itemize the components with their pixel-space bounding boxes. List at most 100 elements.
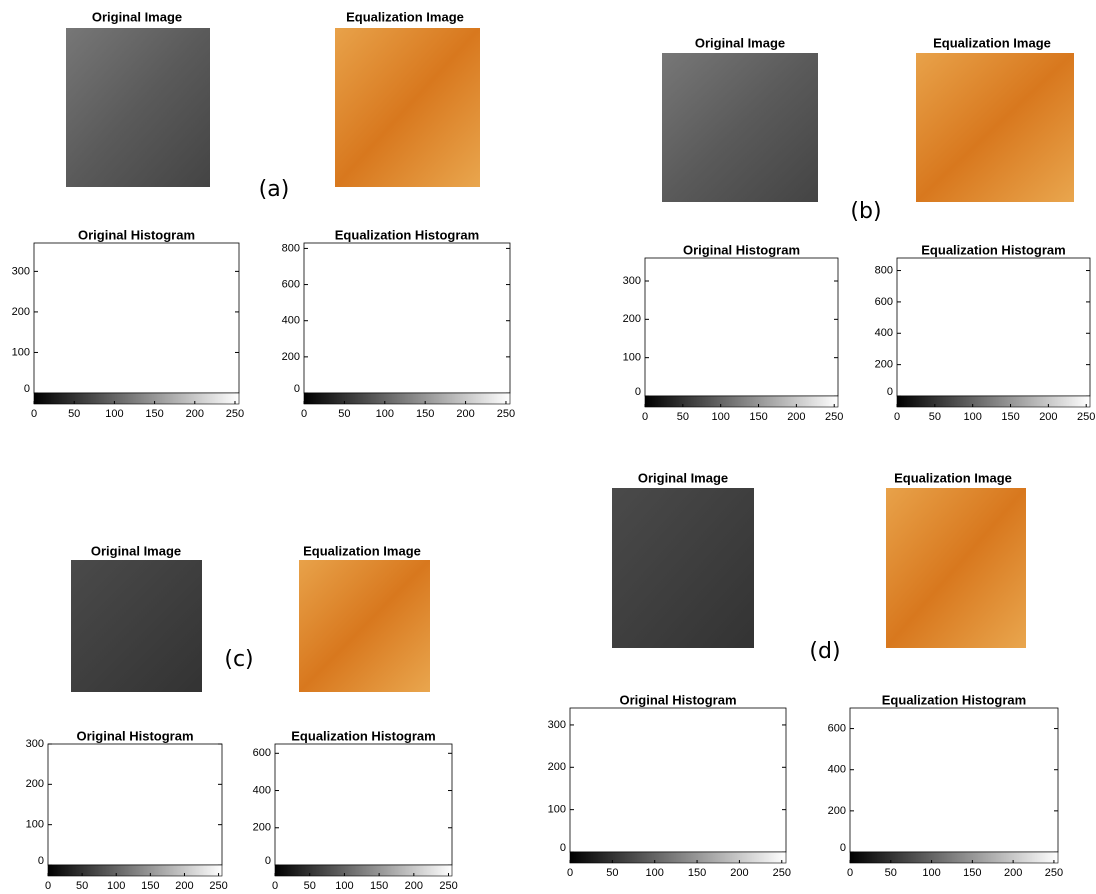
x-tick-label: 200 [175,880,193,889]
image-title: Original Image [638,470,728,485]
plot-frame [570,708,786,852]
equalized-image [335,28,480,187]
x-tick-label: 250 [209,880,227,889]
colorbar [897,396,1090,407]
y-tick-label: 600 [828,722,846,734]
x-tick-label: 0 [31,408,37,420]
y-tick-label: 200 [12,306,30,318]
colorbar [570,852,786,863]
y-tick-label: 200 [26,778,44,790]
y-tick-label: 800 [282,242,300,254]
image-title: Original Image [92,9,182,24]
x-tick-label: 200 [730,867,748,879]
original-image [66,28,210,187]
x-tick-label: 200 [1004,867,1022,879]
y-tick-label: 800 [875,264,893,276]
x-tick-label: 250 [226,408,244,420]
image-title: Original Image [91,543,181,558]
y-tick-label: 0 [635,386,641,398]
x-tick-label: 50 [929,411,941,423]
x-tick-label: 0 [847,867,853,879]
original-image [71,560,202,692]
plot-frame [850,708,1058,852]
x-tick-label: 100 [105,408,123,420]
chart-title: Equalization Histogram [921,242,1065,257]
plot-frame [897,258,1090,396]
y-tick-label: 100 [623,352,641,364]
panel-label: (a) [259,177,290,202]
y-tick-label: 600 [282,278,300,290]
x-tick-label: 50 [885,867,897,879]
y-tick-label: 200 [282,351,300,363]
image-title: Original Image [695,35,785,50]
colorbar [304,393,510,404]
y-tick-label: 300 [548,719,566,731]
x-tick-label: 50 [606,867,618,879]
plot-frame [275,744,452,865]
colorbar [850,852,1058,863]
x-tick-label: 150 [416,408,434,420]
x-tick-label: 50 [677,411,689,423]
equalized-image [886,488,1026,648]
colorbar [645,396,838,407]
colorbar [275,865,452,876]
y-tick-label: 200 [828,805,846,817]
x-tick-label: 250 [773,867,791,879]
y-tick-label: 200 [253,822,271,834]
plot-frame [48,744,222,865]
x-tick-label: 100 [712,411,730,423]
y-tick-label: 600 [875,296,893,308]
x-tick-label: 250 [1077,411,1095,423]
x-tick-label: 150 [145,408,163,420]
image-title: Equalization Image [303,543,421,558]
original-image [662,53,818,202]
y-tick-label: 400 [282,315,300,327]
y-tick-label: 100 [12,346,30,358]
equalized-image [299,560,430,692]
x-tick-label: 200 [186,408,204,420]
y-tick-label: 200 [548,761,566,773]
x-tick-label: 50 [68,408,80,420]
x-tick-label: 0 [567,867,573,879]
y-tick-label: 400 [828,764,846,776]
x-tick-label: 200 [456,408,474,420]
y-tick-label: 0 [560,842,566,854]
x-tick-label: 0 [272,880,278,889]
y-tick-label: 0 [887,386,893,398]
y-tick-label: 0 [38,855,44,867]
chart-title: Original Histogram [76,728,193,743]
colorbar [48,865,222,876]
image-title: Equalization Image [933,35,1051,50]
plot-frame [304,243,510,393]
x-tick-label: 250 [1045,867,1063,879]
y-tick-label: 0 [840,842,846,854]
x-tick-label: 100 [922,867,940,879]
chart-title: Equalization Histogram [335,227,479,242]
x-tick-label: 250 [825,411,843,423]
panel-label: (c) [224,647,253,672]
y-tick-label: 300 [12,265,30,277]
x-tick-label: 200 [787,411,805,423]
image-title: Equalization Image [346,9,464,24]
x-tick-label: 100 [107,880,125,889]
x-tick-label: 100 [376,408,394,420]
panel-label: (d) [809,639,840,664]
x-tick-label: 100 [335,880,353,889]
x-tick-label: 200 [1039,411,1057,423]
chart-title: Original Histogram [683,242,800,257]
y-tick-label: 400 [875,327,893,339]
x-tick-label: 0 [894,411,900,423]
x-tick-label: 50 [304,880,316,889]
x-tick-label: 100 [646,867,664,879]
x-tick-label: 150 [370,880,388,889]
x-tick-label: 0 [45,880,51,889]
x-tick-label: 100 [964,411,982,423]
y-tick-label: 200 [623,313,641,325]
chart-title: Equalization Histogram [882,692,1026,707]
chart-title: Original Histogram [78,227,195,242]
x-tick-label: 150 [1001,411,1019,423]
chart-title: Original Histogram [619,692,736,707]
original-image [612,488,754,648]
